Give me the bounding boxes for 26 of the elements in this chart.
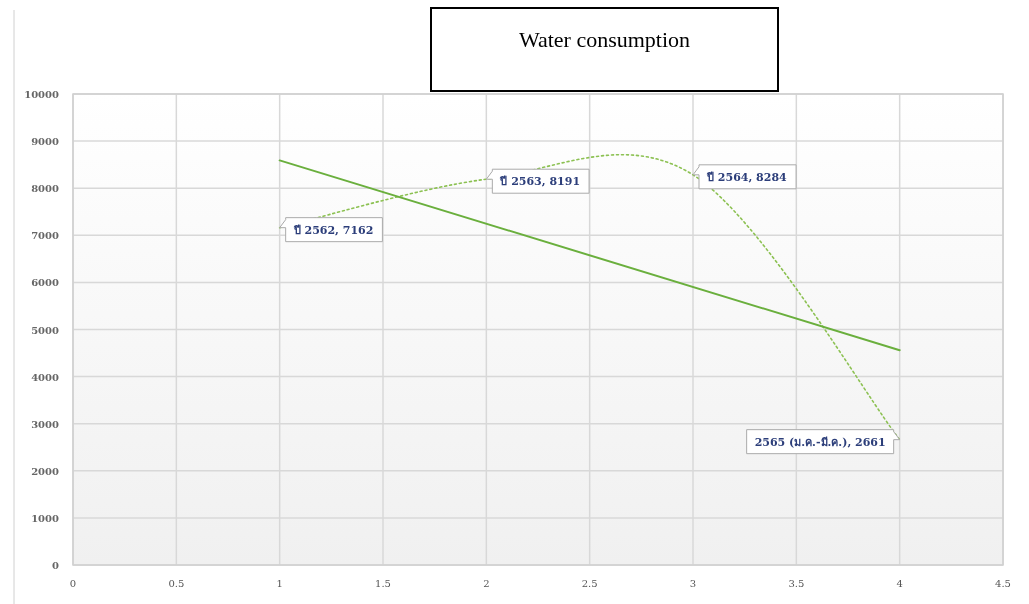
- x-tick-label: 1: [276, 578, 283, 589]
- y-tick-label: 2000: [31, 465, 60, 477]
- y-tick-label: 6000: [31, 277, 60, 289]
- y-tick-label: 8000: [31, 183, 60, 195]
- x-tick-label: 3: [689, 578, 697, 589]
- data-label: ปี 2563, 8191: [499, 175, 581, 189]
- y-tick-label: 7000: [31, 230, 60, 242]
- x-tick-label: 3.5: [788, 578, 805, 589]
- y-tick-label: 10000: [24, 89, 60, 100]
- y-tick-label: 9000: [31, 136, 60, 148]
- x-tick-label: 0: [69, 578, 77, 589]
- x-tick-label: 1.5: [375, 578, 391, 589]
- y-tick-label: 5000: [31, 324, 60, 336]
- data-label: ปี 2564, 8284: [706, 170, 788, 184]
- x-tick-label: 2.5: [581, 578, 598, 589]
- y-tick-label: 3000: [31, 418, 60, 430]
- x-tick-label: 2: [483, 578, 490, 589]
- x-tick-label: 0.5: [168, 578, 185, 589]
- y-tick-label: 1000: [31, 512, 60, 524]
- x-tick-label: 4.5: [995, 578, 1011, 589]
- data-label: ปี 2562, 7162: [292, 223, 374, 237]
- chart-title: Water consumption: [518, 27, 691, 52]
- x-tick-label: 4: [896, 578, 903, 589]
- y-tick-label: 4000: [31, 371, 60, 383]
- y-tick-label: 0: [52, 560, 60, 571]
- data-label: 2565 (ม.ค.-มี.ค.), 2661: [754, 435, 886, 449]
